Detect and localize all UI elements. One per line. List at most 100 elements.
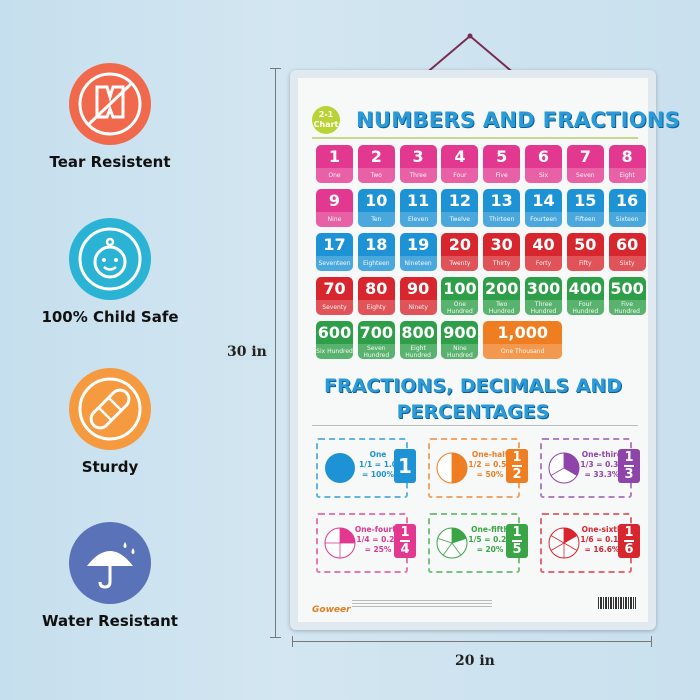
number-tile: 500 Five Hundred (608, 277, 646, 315)
feature-label: Sturdy (81, 458, 139, 476)
number-word: Eleven (399, 212, 437, 227)
fraction-decimal: 1/3 = 0.33 (580, 460, 624, 469)
number-value: 8 (621, 147, 633, 166)
number-value: 2 (370, 147, 382, 166)
height-dimension-line (275, 68, 276, 638)
baby-face-icon (69, 218, 151, 300)
number-word: Fifteen (566, 212, 604, 227)
fractions-title: FRACTIONS, DECIMALS AND (323, 375, 623, 397)
number-value: 17 (323, 235, 346, 254)
number-tile: 13 Thirteen (483, 189, 521, 227)
umbrella-icon (69, 522, 151, 604)
number-tile: 600 Six Hundred (316, 321, 353, 359)
brand-logo: Goweer (312, 605, 351, 615)
number-word: Six (525, 168, 562, 183)
number-tile: 17 Seventeen (316, 233, 353, 271)
fraction-percent: = 50% (476, 470, 504, 479)
number-word: Eighteen (357, 256, 395, 271)
fraction-decimal: 1/6 = 0.16 (580, 535, 624, 544)
number-tile: 90 Ninety (399, 277, 437, 315)
number-word: One Hundred (441, 300, 479, 315)
number-value: 14 (532, 191, 555, 210)
number-value: 800 (401, 323, 435, 342)
divider (312, 137, 638, 139)
width-dimension-line (292, 641, 652, 642)
number-value: 60 (615, 235, 639, 254)
number-tile: 1 One (316, 145, 353, 183)
tear-resistant-icon (69, 63, 151, 145)
feature-umbrella: Water Resistant (30, 522, 190, 630)
number-value: 5 (496, 147, 508, 166)
number-word: Three Hundred (525, 300, 562, 315)
number-tile: 2 Two (357, 145, 395, 183)
number-tile: 900 Nine Hundred (441, 321, 479, 359)
number-tile: 70 Seventy (316, 277, 353, 315)
numerator: 1 (624, 450, 634, 465)
feature-tear-resistant: Tear Resistent (30, 63, 190, 171)
number-tile: 30 Thirty (483, 233, 521, 271)
fraction-percent: = 33.3% (584, 470, 620, 479)
number-tile: 14 Fourteen (525, 189, 562, 227)
number-value: 10 (365, 191, 388, 210)
dimension-tick (292, 636, 293, 647)
feature-bandage: Sturdy (30, 368, 190, 476)
number-word: Two Hundred (483, 300, 521, 315)
number-tile: 60 Sixty (608, 233, 646, 271)
fraction-decimal: 1/2 = 0.50 (468, 460, 512, 469)
denominator: 3 (624, 467, 634, 482)
fraction-name: One-fourth (354, 525, 402, 534)
number-word: Twenty (441, 256, 479, 271)
number-tile: 8 Eight (608, 145, 646, 183)
number-value: 3 (412, 147, 424, 166)
number-value: 11 (406, 191, 430, 210)
number-value: 900 (443, 323, 477, 342)
number-tile: 9 Nine (316, 189, 353, 227)
number-value: 400 (568, 279, 602, 298)
number-word: Four Hundred (566, 300, 604, 315)
numerator: 1 (398, 454, 412, 478)
number-value: 100 (443, 279, 477, 298)
number-value: 12 (448, 191, 472, 210)
number-word: Twelve (441, 212, 479, 227)
number-word: Nine Hundred (441, 344, 479, 359)
number-tile: 12 Twelve (441, 189, 479, 227)
number-value: 300 (526, 279, 561, 298)
number-word: Thirteen (483, 212, 521, 227)
number-word: Four (441, 168, 479, 183)
number-word: Fourteen (525, 212, 562, 227)
number-tile: 6 Six (525, 145, 562, 183)
number-tile: 40 Forty (525, 233, 562, 271)
number-value: 1 (328, 147, 341, 166)
number-value: 18 (365, 235, 388, 254)
number-value: 19 (406, 235, 430, 254)
dimension-tick (270, 637, 281, 638)
number-value: 4 (454, 147, 466, 166)
number-word: One Thousand (483, 344, 563, 359)
number-value: 90 (406, 279, 430, 298)
dimension-tick (270, 68, 281, 69)
denominator: 4 (400, 542, 410, 557)
fractions-title-2: PERCENTAGES (396, 401, 550, 423)
number-word: Seven Hundred (357, 344, 395, 359)
number-value: 700 (359, 323, 393, 342)
numerator: 1 (512, 525, 522, 540)
fraction-decimal: 1/4 = 0.25 (356, 535, 400, 544)
number-tile: 700 Seven Hundred (357, 321, 395, 359)
number-value: 7 (579, 147, 591, 166)
number-tile: 4 Four (441, 145, 479, 183)
number-value: 80 (365, 279, 388, 298)
number-value: 600 (317, 323, 352, 342)
number-tile: 3 Three (399, 145, 437, 183)
fraction-decimal: 1/1 = 1.0 (359, 460, 397, 469)
fraction-percent: = 100% (361, 470, 395, 479)
fraction-name: One-fifth (471, 525, 509, 534)
feature-label: Water Resistant (42, 612, 178, 630)
divider (312, 425, 638, 426)
number-word: Seventeen (316, 256, 353, 271)
number-tile: 7 Seven (566, 145, 604, 183)
